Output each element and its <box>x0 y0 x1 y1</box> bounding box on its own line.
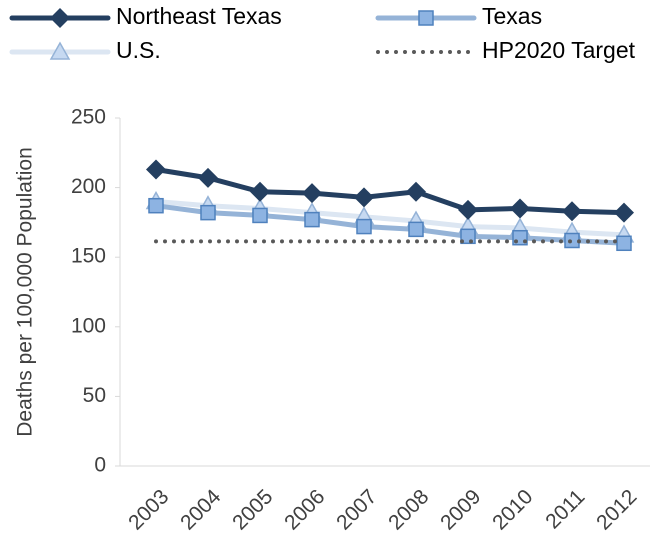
marker <box>408 221 424 238</box>
marker <box>146 159 166 180</box>
series-line <box>153 167 627 216</box>
marker <box>200 204 216 221</box>
y-tick-label: 150 <box>71 245 106 268</box>
y-tick-label: 0 <box>94 454 106 477</box>
marker <box>250 181 270 202</box>
x-tick-label: 2009 <box>436 485 485 534</box>
x-tick-label: 2004 <box>176 485 226 535</box>
x-tick-label: 2006 <box>280 485 329 534</box>
series-line <box>153 199 627 238</box>
legend-label: HP2020 Target <box>482 37 636 63</box>
marker <box>406 181 426 202</box>
marker <box>304 211 320 228</box>
y-axis-label: Deaths per 100,000 Population <box>14 147 37 437</box>
x-tick-label: 2005 <box>228 485 277 534</box>
marker <box>356 218 372 235</box>
series-line <box>153 203 627 246</box>
y-tick-label: 250 <box>71 106 106 129</box>
x-tick-label: 2011 <box>541 485 589 533</box>
marker <box>564 232 580 249</box>
legend-label: Texas <box>482 3 542 29</box>
x-tick-label: 2003 <box>124 485 173 534</box>
marker <box>614 202 634 223</box>
x-tick-label: 2007 <box>332 485 381 534</box>
marker <box>252 207 268 224</box>
marker <box>198 167 218 188</box>
marker <box>458 199 478 220</box>
marker <box>148 197 164 214</box>
marker <box>354 187 374 208</box>
y-tick-label: 100 <box>71 314 106 337</box>
marker <box>616 235 632 252</box>
legend-label: Northeast Texas <box>116 3 282 29</box>
y-tick-label: 200 <box>71 175 106 198</box>
marker <box>510 198 530 219</box>
marker <box>50 8 70 28</box>
marker <box>562 201 582 222</box>
marker <box>302 183 322 204</box>
legend-label: U.S. <box>116 37 161 63</box>
x-tick-label: 2012 <box>592 485 641 534</box>
marker <box>49 41 71 60</box>
x-tick-label: 2008 <box>384 485 433 534</box>
x-tick-label: 2010 <box>488 485 537 534</box>
marker <box>418 10 434 26</box>
legend: Northeast Texas Texas U.S. HP2020 Target <box>9 3 636 63</box>
y-tick-label: 50 <box>83 384 106 407</box>
